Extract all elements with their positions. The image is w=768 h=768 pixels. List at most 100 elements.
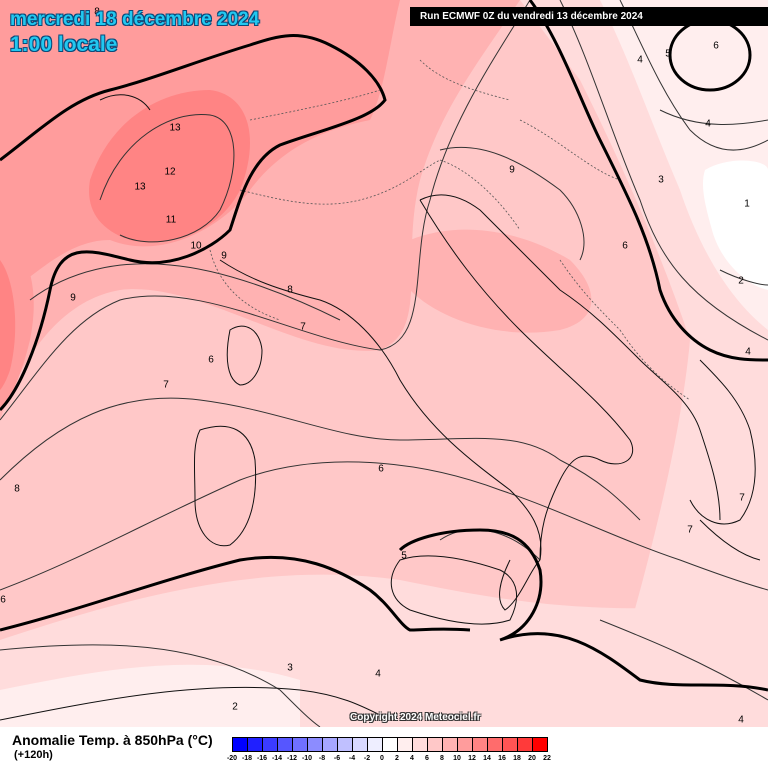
legend-swatch (382, 737, 398, 752)
bold-isoline-5-sicily (398, 528, 768, 692)
legend-swatch (427, 737, 443, 752)
legend-swatch (502, 737, 518, 752)
legend-swatch (352, 737, 368, 752)
isoline-8 (0, 0, 531, 421)
contour-label: 2 (232, 702, 238, 713)
legend-tick-label: 6 (425, 755, 429, 762)
contour-label: 4 (705, 119, 711, 130)
coast-calabria (499, 559, 541, 611)
legend-swatch (517, 737, 533, 752)
date-title: mercredi 18 décembre 2024 (10, 9, 260, 30)
zero-anomaly-patch (702, 160, 768, 290)
legend-tick-label: 4 (410, 755, 414, 762)
legend-swatch (247, 737, 263, 752)
coolest-region-southwest (0, 664, 300, 727)
border-balkans (559, 259, 621, 331)
contour-label: 5 (401, 551, 407, 562)
contour-label: 4 (738, 715, 744, 726)
coast-north-africa (0, 686, 381, 721)
legend-swatch (292, 737, 308, 752)
contour-label: 12 (164, 167, 176, 178)
legend-tick-label: 12 (468, 755, 476, 762)
coast-lake-geneva (99, 94, 151, 111)
legend-tick-label: 10 (453, 755, 461, 762)
legend-swatch (472, 737, 488, 752)
contour-label: 6 (378, 464, 384, 475)
legend-swatch (322, 737, 338, 752)
border-at-cz (419, 59, 511, 101)
coast-italy-east (419, 199, 634, 561)
contour-label: 13 (169, 123, 181, 134)
cool-cell-northeast (670, 20, 750, 90)
contour-label: 8 (94, 7, 100, 18)
legend-tick-label: 16 (498, 755, 506, 762)
coast-peloponnese (699, 519, 761, 561)
country-borders (209, 59, 691, 401)
border-albania (619, 329, 691, 401)
legend-tick-label: 20 (528, 755, 536, 762)
legend-swatch (277, 737, 293, 752)
contour-label: 7 (687, 525, 693, 536)
contour-label: 6 (208, 355, 214, 366)
legend-panel: Anomalie Temp. à 850hPa (°C) (+120h) -20… (0, 727, 768, 768)
legend-tick-label: -18 (241, 755, 253, 762)
legend-tick-label: -12 (286, 755, 298, 762)
isoline-5 (559, 0, 768, 341)
legend-swatch (457, 737, 473, 752)
legend-swatch (337, 737, 353, 752)
legend-tick-label: 22 (543, 755, 551, 762)
isoline-4 (619, 0, 768, 151)
contour-label: 4 (745, 347, 751, 358)
warmest-cell-west (0, 260, 16, 390)
bold-isolines (0, 0, 768, 692)
contour-label: 9 (509, 165, 515, 176)
isoline-12 (99, 113, 235, 243)
coast-greece (689, 359, 756, 525)
isoline-7 (0, 397, 641, 521)
bold-isoline-5-south (0, 555, 471, 632)
legend-tick-label: 18 (513, 755, 521, 762)
contour-label: 7 (163, 380, 169, 391)
bold-isoline-5-east (528, 0, 768, 362)
legend-tick-label: 0 (380, 755, 384, 762)
time-title: 1:00 locale (10, 33, 118, 56)
legend-swatch (232, 737, 248, 752)
contour-label: 2 (738, 276, 744, 287)
contour-label: 7 (300, 322, 306, 333)
copyright: Copyright 2024 Meteociel.fr (350, 712, 481, 723)
coast-corsica (226, 325, 263, 386)
legend-swatch (367, 737, 383, 752)
isoline-9 (29, 263, 341, 321)
contour-labels: 13 13 12 11 10 9 9 9 8 8 8 7 7 7 7 6 6 6 6 6 5 5 4 4 4 4 4 3 3 2 2 1 (0, 7, 751, 726)
isoline-9-adriatic (439, 146, 585, 261)
coast-sardinia (193, 425, 257, 547)
legend-tick-label: 8 (440, 755, 444, 762)
coast-italy-west (219, 259, 542, 561)
bold-isoline-10 (0, 34, 387, 412)
legend-tick-label: -20 (226, 755, 238, 762)
coastlines (0, 94, 761, 721)
isolines (0, 0, 768, 727)
legend-swatch (412, 737, 428, 752)
isoline-3 (659, 109, 768, 125)
contour-label: 8 (287, 285, 293, 296)
legend-tick-label: 14 (483, 755, 491, 762)
isoline-6 (0, 461, 768, 591)
contour-label: 13 (134, 182, 146, 193)
isoline-4-south (0, 644, 321, 727)
contour-label: 11 (166, 215, 177, 226)
isoline-2 (719, 269, 768, 286)
legend-swatch (487, 737, 503, 752)
border-ch-de (249, 89, 381, 121)
map-canvas: 13 13 12 11 10 9 9 9 8 8 8 7 7 7 7 6 6 6 6 6 5 5 4 4 4 4 4 3 3 2 2 1 (0, 0, 768, 727)
legend-tick-label: 2 (395, 755, 399, 762)
contour-label: 3 (658, 175, 664, 186)
warm-region-adriatic (410, 229, 592, 333)
contour-label: 6 (622, 241, 628, 252)
legend-swatch (442, 737, 458, 752)
legend-tick-label: -4 (348, 755, 356, 762)
contour-label: 4 (375, 669, 381, 680)
legend-tick-labels: -20 -18 -16 -14 -12 -10 -8 -6 -4 -2 0 2 4 6 8 10 12 14 16 1… (227, 755, 572, 767)
warmer-region-northwest (0, 0, 100, 160)
legend-swatch (307, 737, 323, 752)
